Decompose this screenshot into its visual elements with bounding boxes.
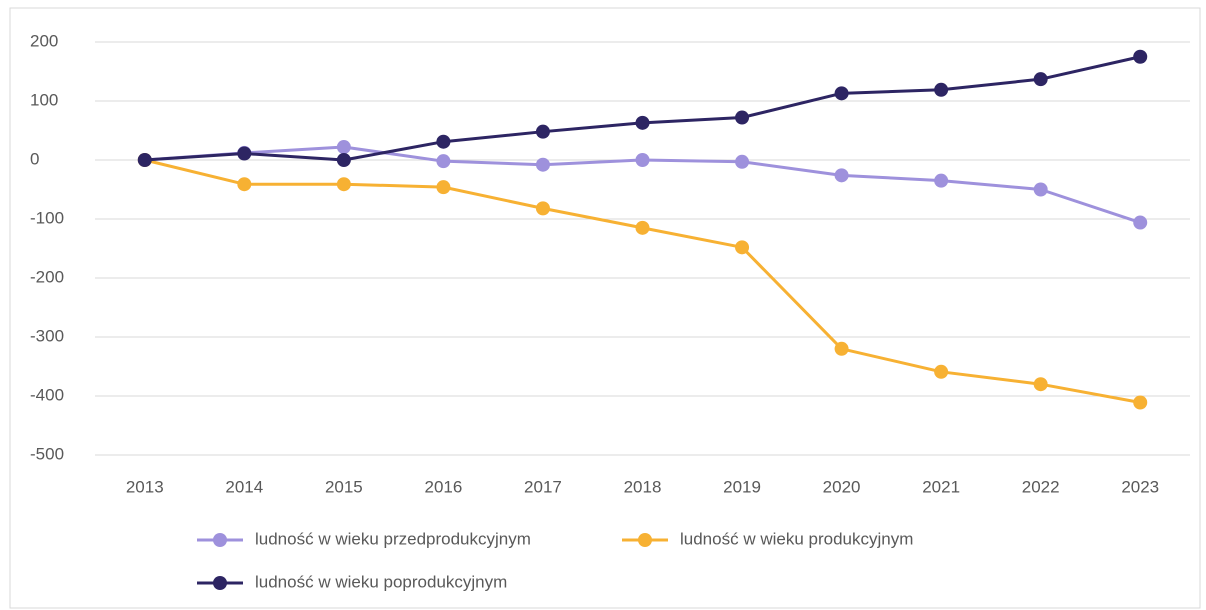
x-tick-label: 2023 bbox=[1121, 477, 1159, 496]
series-line bbox=[144, 55, 1141, 162]
legend-label: ludność w wieku produkcyjnym bbox=[680, 529, 913, 548]
y-tick-label: 100 bbox=[30, 90, 58, 109]
point bbox=[535, 124, 550, 139]
y-tick-label: -300 bbox=[30, 326, 64, 345]
y-tick-label: -500 bbox=[30, 444, 64, 463]
point bbox=[535, 201, 550, 216]
y-tick-label: 200 bbox=[30, 31, 58, 50]
x-tick-label: 2019 bbox=[723, 477, 761, 496]
legend-label: ludność w wieku przedprodukcyjnym bbox=[255, 529, 531, 548]
x-tick-label: 2016 bbox=[424, 477, 462, 496]
legend-marker bbox=[213, 533, 227, 547]
point bbox=[1133, 215, 1148, 230]
x-tick-label: 2018 bbox=[624, 477, 662, 496]
x-tick-label: 2013 bbox=[126, 477, 164, 496]
point bbox=[436, 134, 451, 149]
x-tick-label: 2015 bbox=[325, 477, 363, 496]
y-tick-label: -400 bbox=[30, 385, 64, 404]
point bbox=[237, 146, 252, 161]
legend-marker bbox=[638, 533, 652, 547]
series-line bbox=[144, 158, 1141, 404]
point bbox=[336, 153, 351, 167]
point bbox=[137, 153, 152, 167]
point bbox=[834, 86, 849, 101]
point bbox=[336, 140, 351, 155]
legend-label: ludność w wieku poprodukcyjnym bbox=[255, 572, 507, 591]
point bbox=[1033, 72, 1048, 87]
x-tick-label: 2014 bbox=[225, 477, 263, 496]
x-tick-label: 2022 bbox=[1022, 477, 1060, 496]
point bbox=[336, 177, 351, 192]
point bbox=[1133, 49, 1148, 64]
point bbox=[237, 177, 252, 192]
point bbox=[735, 240, 750, 255]
point bbox=[635, 153, 650, 167]
point bbox=[1033, 182, 1048, 197]
point bbox=[735, 110, 750, 125]
y-tick-label: 0 bbox=[30, 149, 39, 168]
x-tick-label: 2017 bbox=[524, 477, 562, 496]
x-tick-label: 2020 bbox=[823, 477, 861, 496]
legend-marker bbox=[213, 576, 227, 590]
y-tick-label: -200 bbox=[30, 267, 64, 286]
y-tick-label: -100 bbox=[30, 208, 64, 227]
chart-frame bbox=[9, 7, 1201, 609]
point bbox=[635, 115, 650, 130]
point bbox=[934, 173, 949, 188]
point bbox=[436, 154, 451, 169]
point bbox=[934, 364, 949, 379]
point bbox=[1033, 377, 1048, 392]
point bbox=[535, 157, 550, 172]
point bbox=[635, 220, 650, 235]
point bbox=[834, 168, 849, 183]
point bbox=[834, 341, 849, 356]
point bbox=[436, 180, 451, 195]
point bbox=[735, 154, 750, 169]
x-tick-label: 2021 bbox=[922, 477, 960, 496]
point bbox=[1133, 395, 1148, 410]
point bbox=[934, 82, 949, 97]
